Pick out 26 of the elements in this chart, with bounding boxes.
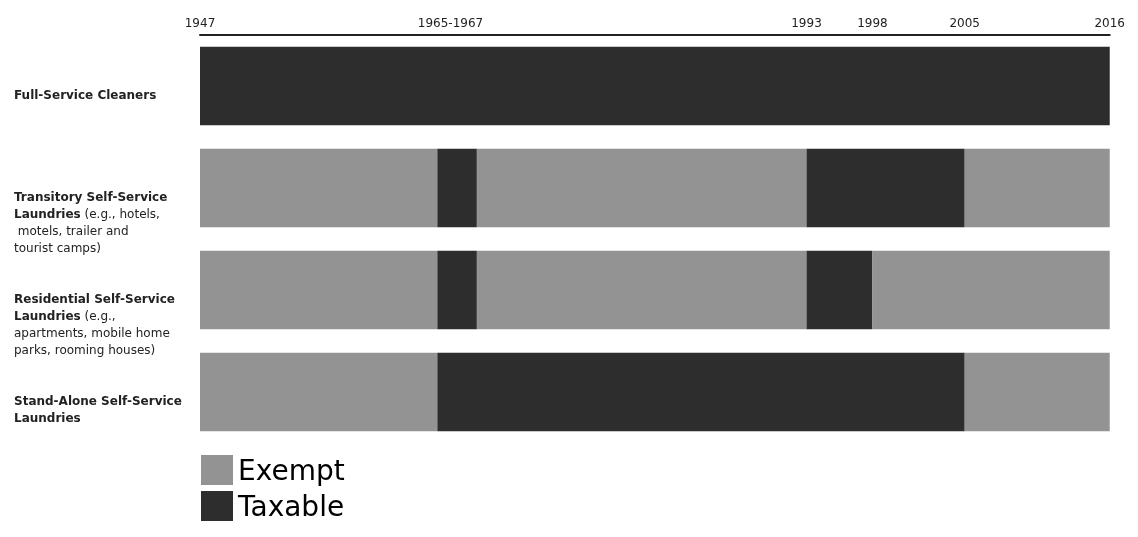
x-tick-label: 1993: [791, 16, 822, 30]
bar: [200, 148, 438, 228]
legend-label: Taxable: [237, 489, 345, 523]
y-tick-label: Residential Self-Service Laundries (e.g., apartments, mobile home parks, rooming houses): [14, 291, 180, 357]
y-tick-label: Full-Service Cleaners: [14, 87, 157, 102]
x-tick-label: 2005: [949, 16, 980, 30]
legend-label: Exempt: [238, 453, 345, 487]
bar: [200, 352, 438, 432]
y-tick-label: Transitory Self-Service Laundries (e.g., hotels, motels, trailer and tourist camps): [14, 189, 172, 255]
x-tick-label: 1947: [184, 16, 216, 30]
bar: [437, 352, 965, 432]
bar: [872, 250, 1110, 330]
bar: [476, 148, 807, 228]
bar: [964, 148, 1110, 228]
bar: [437, 250, 477, 330]
x-tick-label: 1998: [857, 16, 888, 30]
bar: [476, 250, 807, 330]
bar: [200, 46, 1110, 126]
bar: [200, 250, 438, 330]
y-tick-label: Stand-Alone Self-Service Laundries: [14, 393, 187, 425]
x-tick-label: 1965-1967: [417, 16, 484, 30]
bar: [806, 148, 965, 228]
bar: [964, 352, 1110, 432]
x-tick-label: 2016: [1094, 16, 1125, 30]
bar: [806, 250, 873, 330]
bar: [437, 148, 477, 228]
